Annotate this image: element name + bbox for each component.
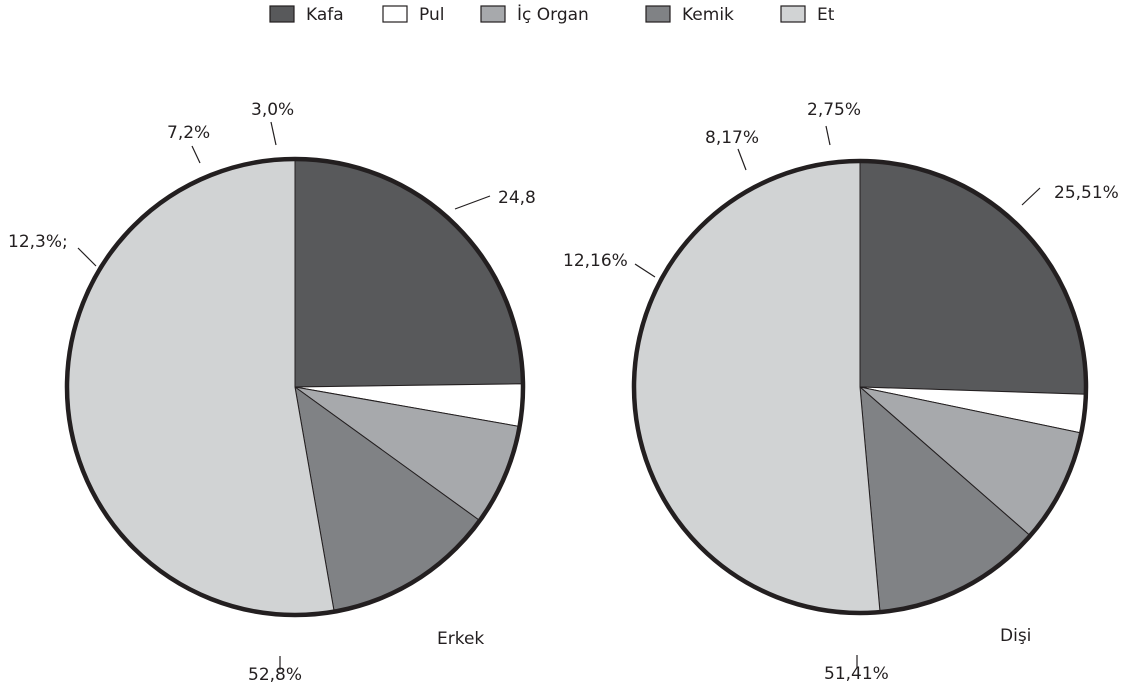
leader-line xyxy=(191,145,201,164)
legend-label-ic_organ: İç Organ xyxy=(517,4,589,25)
value-label-et: 52,8% xyxy=(248,665,302,685)
pie-slice-et xyxy=(633,160,881,614)
leader-line xyxy=(454,195,491,210)
pie-erkek: 24,8 3,0% 7,2% 12,3%; 52,8% Erkek xyxy=(8,100,536,685)
value-label-pul: 2,75% xyxy=(807,100,861,120)
legend-label-pul: Pul xyxy=(419,5,444,25)
pie-outline xyxy=(64,156,526,618)
pie-label: Dişi xyxy=(1000,626,1031,646)
pie-charts: 24,8 3,0% 7,2% 12,3%; 52,8% Erkek 25,51% 2,75% 8… xyxy=(8,100,1119,685)
legend: Kafa Pul İç Organ Kemik Et xyxy=(269,4,835,25)
leader-line xyxy=(77,247,97,267)
value-label-kafa: 24,8 xyxy=(498,188,536,208)
pie-label: Erkek xyxy=(437,629,484,649)
leader-line xyxy=(634,263,656,278)
leader-line xyxy=(825,125,831,146)
legend-label-et: Et xyxy=(817,5,835,25)
pie-disi: 25,51% 2,75% 8,17% 12,16% 51,41% Dişi xyxy=(563,100,1119,684)
legend-swatch-et xyxy=(780,5,806,23)
leader-line xyxy=(1021,187,1041,206)
value-label-ic_organ: 8,17% xyxy=(705,128,759,148)
legend-swatch-ic_organ xyxy=(480,5,506,23)
leader-line xyxy=(270,121,277,146)
value-label-kemik: 12,16% xyxy=(563,251,628,271)
legend-swatch-pul xyxy=(382,5,408,23)
legend-label-kafa: Kafa xyxy=(306,5,344,25)
value-label-kemik: 12,3%; xyxy=(8,232,68,252)
pie-slice-kafa xyxy=(859,160,1087,395)
leader-line xyxy=(737,148,747,171)
value-label-pul: 3,0% xyxy=(251,100,294,120)
legend-swatch-kafa xyxy=(269,5,295,23)
value-label-kafa: 25,51% xyxy=(1054,183,1119,203)
pie-slice-et xyxy=(66,158,335,616)
legend-swatch-kemik xyxy=(645,5,671,23)
value-label-et: 51,41% xyxy=(824,664,889,684)
pie-outline xyxy=(631,158,1089,616)
pie-slice-kafa xyxy=(294,158,524,388)
value-label-ic_organ: 7,2% xyxy=(167,123,210,143)
legend-label-kemik: Kemik xyxy=(682,5,734,25)
